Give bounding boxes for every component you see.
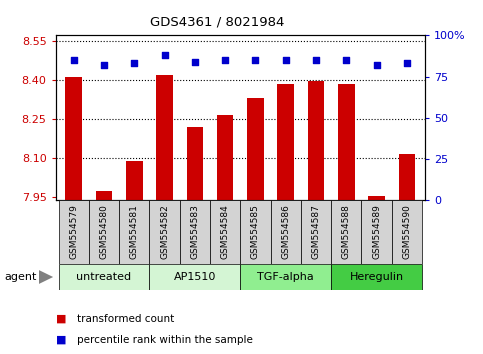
- FancyBboxPatch shape: [149, 200, 180, 264]
- Polygon shape: [39, 270, 53, 284]
- FancyBboxPatch shape: [58, 200, 89, 264]
- Bar: [338, 84, 355, 200]
- FancyBboxPatch shape: [270, 200, 301, 264]
- Bar: [398, 154, 415, 200]
- Text: percentile rank within the sample: percentile rank within the sample: [77, 335, 253, 345]
- FancyBboxPatch shape: [331, 200, 361, 264]
- Text: untreated: untreated: [76, 272, 131, 282]
- Bar: [65, 77, 82, 200]
- FancyBboxPatch shape: [361, 200, 392, 264]
- Text: GSM554586: GSM554586: [281, 204, 290, 259]
- Point: [221, 57, 229, 63]
- Point: [100, 62, 108, 68]
- Point: [342, 57, 350, 63]
- FancyBboxPatch shape: [180, 200, 210, 264]
- Point: [70, 57, 78, 63]
- FancyBboxPatch shape: [89, 200, 119, 264]
- Text: GSM554582: GSM554582: [160, 205, 169, 259]
- Text: GSM554587: GSM554587: [312, 204, 321, 259]
- Text: AP1510: AP1510: [174, 272, 216, 282]
- Text: GSM554588: GSM554588: [342, 204, 351, 259]
- Point: [191, 59, 199, 64]
- Bar: [368, 196, 385, 200]
- Point: [403, 61, 411, 66]
- Text: ■: ■: [56, 335, 66, 345]
- Point: [130, 61, 138, 66]
- FancyBboxPatch shape: [301, 200, 331, 264]
- Bar: [186, 127, 203, 200]
- Text: GSM554590: GSM554590: [402, 204, 412, 259]
- Text: GSM554589: GSM554589: [372, 204, 381, 259]
- Point: [312, 57, 320, 63]
- Bar: [247, 98, 264, 200]
- Text: agent: agent: [5, 272, 37, 282]
- FancyBboxPatch shape: [210, 200, 241, 264]
- FancyBboxPatch shape: [331, 264, 422, 290]
- Bar: [277, 84, 294, 200]
- Text: transformed count: transformed count: [77, 314, 174, 324]
- Point: [282, 57, 290, 63]
- Point: [373, 62, 381, 68]
- Text: Heregulin: Heregulin: [350, 272, 404, 282]
- Text: ■: ■: [56, 314, 66, 324]
- FancyBboxPatch shape: [58, 264, 149, 290]
- Bar: [96, 191, 113, 200]
- Bar: [156, 75, 173, 200]
- Bar: [308, 81, 325, 200]
- Bar: [217, 115, 233, 200]
- FancyBboxPatch shape: [119, 200, 149, 264]
- Point: [252, 57, 259, 63]
- Text: GSM554579: GSM554579: [69, 204, 78, 259]
- Bar: [126, 161, 142, 200]
- Text: GSM554581: GSM554581: [130, 204, 139, 259]
- Text: GSM554583: GSM554583: [190, 204, 199, 259]
- Text: GDS4361 / 8021984: GDS4361 / 8021984: [150, 16, 284, 29]
- FancyBboxPatch shape: [241, 264, 331, 290]
- FancyBboxPatch shape: [149, 264, 241, 290]
- Text: GSM554584: GSM554584: [221, 205, 229, 259]
- Text: GSM554580: GSM554580: [99, 204, 109, 259]
- Text: TGF-alpha: TGF-alpha: [257, 272, 314, 282]
- Point: [161, 52, 169, 58]
- FancyBboxPatch shape: [392, 200, 422, 264]
- Text: GSM554585: GSM554585: [251, 204, 260, 259]
- FancyBboxPatch shape: [241, 200, 270, 264]
